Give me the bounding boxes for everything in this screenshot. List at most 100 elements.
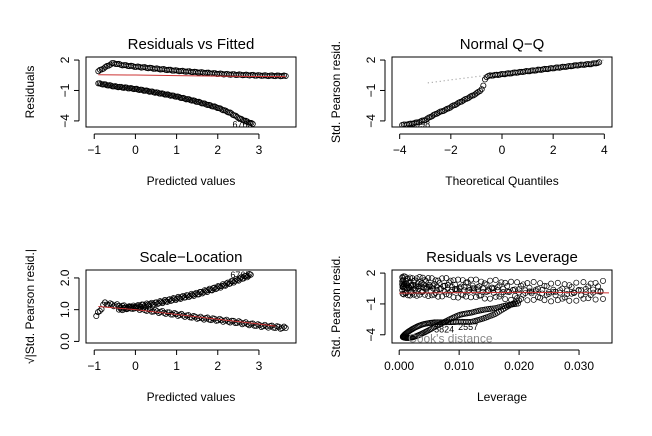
data-point [512,292,519,299]
plot-frame [391,56,613,128]
data-point [133,85,140,92]
data-point [139,86,146,93]
data-point [421,276,428,283]
smoother-line [98,74,286,78]
y-tick-label: −4 [58,114,72,128]
x-tick-label: 0.030 [564,359,594,373]
data-point [180,94,187,101]
data-point [205,287,212,294]
data-point [96,307,103,314]
data-point [467,276,474,283]
plot-area [93,270,289,332]
data-point [249,120,256,127]
data-point [186,96,193,103]
x-axis-label: Theoretical Quantiles [445,174,558,188]
data-point [496,293,503,300]
data-point [218,106,225,113]
data-point [492,277,499,283]
data-point [492,293,499,300]
data-point [419,274,426,281]
data-point [516,297,523,304]
data-point [573,279,580,286]
point-id-label: 5998 [410,119,430,129]
data-point [595,288,601,295]
data-point [160,90,167,97]
data-point [504,288,511,295]
data-point [402,280,409,287]
chart-title: Residuals vs Fitted [128,36,255,53]
y-tick-label: 2 [364,269,378,276]
x-tick-label: 2 [214,359,221,373]
data-point [149,88,156,95]
data-point [191,97,198,104]
x-tick-label: −4 [393,143,407,157]
smoother-line [399,291,610,294]
data-point [207,102,214,109]
data-point [524,297,531,304]
data-point [176,93,183,100]
data-point [478,278,485,285]
data-point [496,282,503,289]
plot-frame [391,269,613,344]
data-point [528,290,535,297]
data-point [498,279,505,286]
chart-title: Residuals vs Leverage [426,249,578,266]
data-point [600,277,606,284]
data-point [568,283,575,290]
data-point [597,288,604,295]
data-point [526,288,533,295]
data-point [537,294,544,301]
data-point [411,291,417,298]
data-point [489,305,496,312]
data-point [592,296,599,303]
data-point [447,277,454,284]
data-point [424,283,431,290]
data-point [515,300,522,307]
data-point [195,315,202,322]
data-point [487,305,494,312]
y-tick-label: −1 [364,83,378,97]
y-tick-label: 1.0 [58,301,72,318]
data-point [260,323,267,330]
data-point [590,286,597,293]
data-point [96,80,103,87]
smoother-line [98,306,276,327]
x-tick-label: 3 [256,143,263,157]
data-point [479,285,486,292]
data-point [247,271,254,278]
data-point [432,277,439,284]
data-point [463,293,469,300]
plot-area [399,273,610,341]
plot-frame [85,56,297,128]
data-point [509,301,515,308]
data-point [582,286,589,292]
data-point [478,86,485,93]
point-id-label: 6765 [232,119,252,129]
data-point [514,279,521,286]
plot-frame [85,269,297,344]
data-point [522,287,529,294]
data-point [483,306,490,313]
data-point [280,323,287,330]
data-point [455,294,462,301]
data-point [248,119,255,126]
data-point [522,290,529,297]
data-point [417,281,424,288]
data-point [543,283,550,290]
data-point [483,281,490,288]
data-point [426,283,433,290]
chart-title: Scale−Location [140,249,243,266]
data-point [473,276,479,283]
data-point [483,288,490,295]
data-point [123,84,130,91]
data-point [131,305,138,312]
data-point [518,283,525,289]
data-point [95,309,102,316]
data-point [424,115,431,122]
x-tick-label: 4 [601,143,608,157]
data-point [520,281,527,288]
x-tick-label: 0 [132,143,139,157]
data-point [459,292,466,299]
x-tick-label: 1 [173,143,180,157]
data-point [197,99,204,106]
